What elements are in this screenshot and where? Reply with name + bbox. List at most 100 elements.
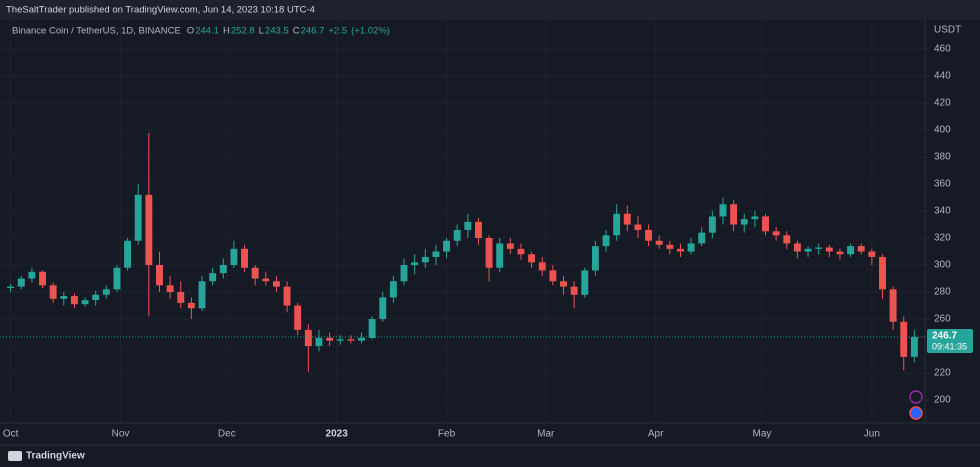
candle-body xyxy=(847,246,855,255)
candle-body xyxy=(560,281,567,287)
countdown-label: 09:41:35 xyxy=(932,341,967,351)
x-tick-label: Oct xyxy=(3,429,19,440)
candle-body xyxy=(613,213,621,236)
candle-body xyxy=(474,221,482,239)
x-tick-label: Dec xyxy=(218,429,236,440)
candle-body xyxy=(177,292,185,303)
candle-body xyxy=(538,262,546,271)
candle-body xyxy=(358,337,365,341)
candle-body xyxy=(889,289,897,322)
legend-key: L xyxy=(259,26,264,37)
candle-body xyxy=(581,270,589,295)
candle-body xyxy=(443,240,451,252)
y-tick-label: 380 xyxy=(934,152,951,163)
candle-body xyxy=(485,238,493,268)
candle-body xyxy=(49,285,57,299)
x-tick-label: May xyxy=(753,429,772,440)
y-tick-label: 200 xyxy=(934,395,951,406)
footer-logo: TradingView xyxy=(8,451,85,462)
candle-body xyxy=(762,216,769,232)
candle-body xyxy=(666,244,674,249)
candle-body xyxy=(708,216,716,233)
candle-body xyxy=(623,213,631,225)
candle-body xyxy=(326,337,334,341)
candle-body xyxy=(102,289,110,295)
candle-body xyxy=(772,231,780,236)
candle-body xyxy=(825,247,833,252)
candle-body xyxy=(591,246,599,271)
x-tick-label: Apr xyxy=(648,429,664,440)
candle-body xyxy=(272,281,280,287)
candle-body xyxy=(156,265,163,286)
y-tick-label: 420 xyxy=(934,98,951,109)
y-tick-label: 400 xyxy=(934,125,951,136)
candle-body xyxy=(368,319,376,338)
y-tick-label: 440 xyxy=(934,71,951,82)
candle-body xyxy=(70,296,78,305)
candle-body xyxy=(857,246,865,252)
legend-symbol: Binance Coin / TetherUS, 1D, BINANCE xyxy=(12,26,181,37)
event-icon xyxy=(909,390,923,404)
candle-body xyxy=(7,286,15,288)
flag-icon xyxy=(909,406,923,420)
candle-body xyxy=(677,248,684,252)
candle-body xyxy=(496,243,504,268)
candle-body xyxy=(879,256,886,290)
legend-value: 243.5 xyxy=(265,26,289,37)
candle-body xyxy=(751,216,759,220)
candle-body xyxy=(251,267,259,279)
header-bar xyxy=(0,0,980,20)
candle-body xyxy=(528,254,536,263)
footer-text: TradingView xyxy=(26,451,85,462)
candle-body xyxy=(92,294,100,301)
candle-body xyxy=(124,240,132,268)
y-tick-label: 260 xyxy=(934,314,951,325)
legend: Binance Coin / TetherUS, 1D, BINANCE O 244… xyxy=(12,26,390,37)
candle-body xyxy=(28,271,36,279)
candle-body xyxy=(506,243,514,249)
grid xyxy=(0,20,925,423)
candle-body xyxy=(17,278,25,287)
y-tick-label: 300 xyxy=(934,260,951,271)
candle-body xyxy=(187,302,195,309)
candle-body xyxy=(400,265,408,282)
candle-body xyxy=(730,204,738,225)
candle-body xyxy=(655,240,663,245)
last-price-box xyxy=(927,328,973,353)
candle-body xyxy=(634,224,642,230)
candle-body xyxy=(836,251,844,255)
candle-body xyxy=(868,251,876,257)
candle-body xyxy=(464,221,472,230)
candle-body xyxy=(39,271,46,286)
candle-body xyxy=(145,194,153,266)
candle-body xyxy=(60,296,68,299)
candle-body xyxy=(209,273,217,282)
candle-body xyxy=(910,336,918,357)
candle-body xyxy=(783,235,791,244)
y-tick-label: 360 xyxy=(934,179,951,190)
candle-body xyxy=(645,229,653,241)
y-tick-label: 340 xyxy=(934,206,951,217)
legend-change: +2.5 xyxy=(328,26,347,37)
candle-body xyxy=(719,204,727,217)
candle-body xyxy=(389,281,397,298)
candle-body xyxy=(602,235,610,247)
legend-value: 246.7 xyxy=(301,26,325,37)
y-tick-label: 280 xyxy=(934,287,951,298)
y-tick-label: 320 xyxy=(934,233,951,244)
legend-value: 252.8 xyxy=(231,26,255,37)
candle-body xyxy=(804,248,812,252)
candle-body xyxy=(421,256,429,263)
candle-body xyxy=(198,281,206,309)
candle-body xyxy=(304,329,312,347)
candle-body xyxy=(81,300,89,305)
legend-value: 244.1 xyxy=(195,26,219,37)
candle-body xyxy=(113,267,121,290)
candle-body xyxy=(740,219,748,225)
candle-body xyxy=(453,229,461,241)
candle-body xyxy=(411,262,419,266)
candle-body xyxy=(219,265,227,274)
y-tick-label: 460 xyxy=(934,44,951,55)
